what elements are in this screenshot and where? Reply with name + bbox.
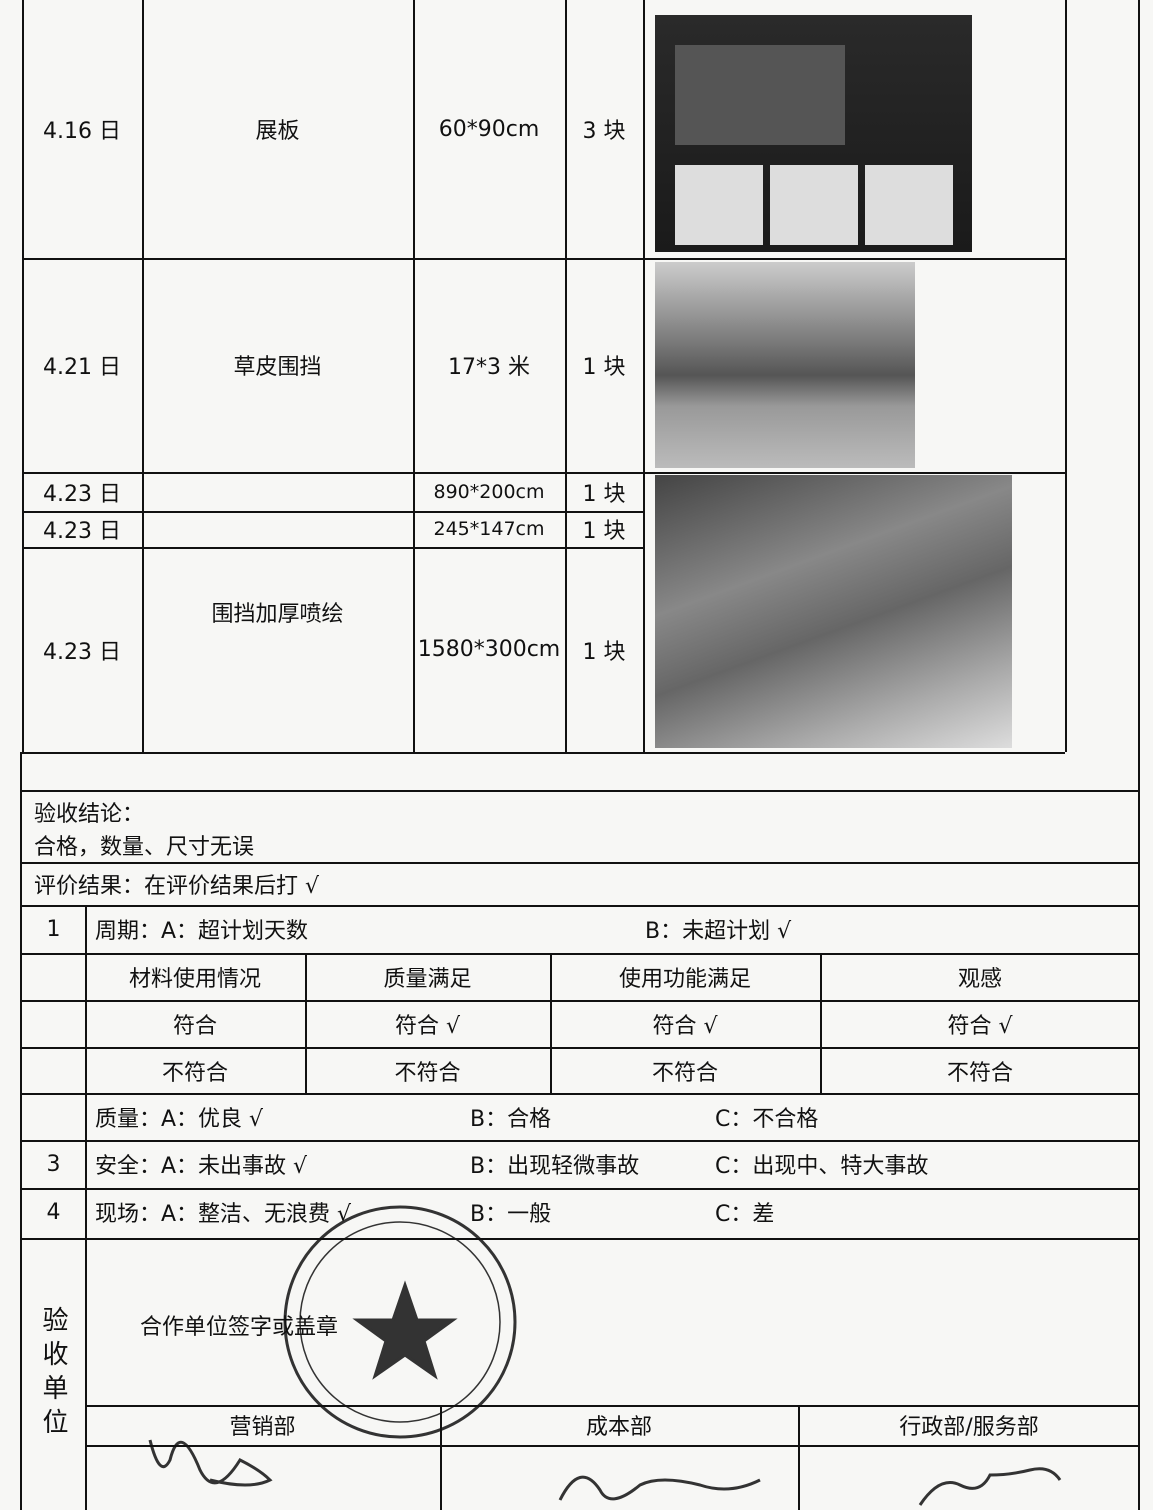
evaluation-note: 评价结果：在评价结果后打 √ bbox=[34, 873, 320, 899]
rule bbox=[142, 0, 144, 752]
rule bbox=[85, 1445, 1140, 1447]
criteria-cell: 质量满足 bbox=[383, 966, 472, 992]
option: 周期：A：超计划天数 bbox=[95, 919, 309, 944]
rule bbox=[20, 1093, 1140, 1095]
rule bbox=[305, 953, 307, 1093]
rule bbox=[22, 511, 643, 513]
rule bbox=[22, 511, 142, 513]
date: 4.23 日 bbox=[43, 519, 121, 544]
rule bbox=[798, 1405, 800, 1510]
item: 围挡加厚喷绘 bbox=[211, 602, 344, 627]
criteria-cell: 不符合 bbox=[946, 1060, 1013, 1086]
rule bbox=[22, 547, 142, 549]
criteria-cell: 符合 bbox=[172, 1013, 217, 1039]
rule bbox=[22, 0, 24, 752]
option: B：未超计划 √ bbox=[645, 919, 792, 944]
size: 245*147cm bbox=[433, 518, 545, 540]
rule bbox=[20, 1188, 1140, 1190]
department: 行政部/服务部 bbox=[899, 1415, 1039, 1440]
criteria-cell: 材料使用情况 bbox=[128, 966, 261, 992]
rule bbox=[20, 1047, 1140, 1049]
criteria-cell: 不符合 bbox=[394, 1060, 461, 1086]
criteria-cell: 观感 bbox=[957, 966, 1002, 992]
row-number: 4 bbox=[46, 1199, 61, 1225]
item: 展板 bbox=[255, 119, 300, 144]
rule bbox=[440, 1405, 442, 1510]
item: 草皮围挡 bbox=[233, 355, 322, 380]
rule bbox=[413, 547, 643, 549]
quantity: 3 块 bbox=[582, 119, 626, 144]
row-number: 1 bbox=[46, 916, 61, 942]
criteria-cell: 不符合 bbox=[651, 1060, 718, 1086]
quantity: 1 块 bbox=[582, 639, 626, 665]
rule bbox=[22, 752, 1065, 754]
date: 4.23 日 bbox=[43, 639, 121, 665]
rule bbox=[20, 1140, 1140, 1142]
rule bbox=[85, 1405, 1140, 1407]
quantity: 1 块 bbox=[582, 355, 626, 380]
row-number: 3 bbox=[46, 1151, 61, 1177]
rule bbox=[1138, 0, 1140, 1510]
option: B：出现轻微事故 bbox=[470, 1154, 640, 1179]
date: 4.21 日 bbox=[43, 355, 121, 380]
criteria-cell: 符合 √ bbox=[947, 1013, 1013, 1039]
rule bbox=[565, 0, 567, 752]
quantity: 1 块 bbox=[582, 481, 626, 507]
rule bbox=[22, 472, 1065, 474]
option: C：差 bbox=[715, 1202, 775, 1227]
size: 17*3 米 bbox=[448, 355, 530, 380]
rule bbox=[20, 1000, 1140, 1002]
rule bbox=[20, 862, 1140, 864]
conclusion: 合格，数量、尺寸无误 bbox=[34, 835, 255, 860]
quantity: 1 块 bbox=[582, 519, 626, 544]
conclusion-label: 验收结论： bbox=[34, 802, 145, 827]
rule bbox=[413, 0, 415, 752]
size: 890*200cm bbox=[433, 480, 545, 503]
option: 安全：A：未出事故 √ bbox=[95, 1154, 308, 1179]
photo-grass-hoarding bbox=[655, 262, 915, 468]
option: 质量：A：优良 √ bbox=[95, 1107, 264, 1132]
rule bbox=[22, 258, 1065, 260]
size: 1580*300cm bbox=[417, 637, 561, 662]
rule bbox=[643, 0, 645, 752]
option: B：合格 bbox=[470, 1107, 552, 1132]
date: 4.16 日 bbox=[43, 119, 121, 144]
rule bbox=[22, 547, 643, 549]
department: 成本部 bbox=[585, 1415, 652, 1440]
option: C：不合格 bbox=[715, 1107, 819, 1132]
rule bbox=[1065, 0, 1067, 752]
size: 60*90cm bbox=[438, 116, 540, 142]
rule bbox=[820, 953, 822, 1093]
photo-display-board bbox=[655, 15, 972, 252]
criteria-cell: 符合 √ bbox=[394, 1013, 460, 1039]
criteria-cell: 使用功能满足 bbox=[618, 966, 751, 992]
rule bbox=[20, 1238, 1140, 1240]
option: 现场：A：整洁、无浪费 √ bbox=[95, 1202, 352, 1227]
rule bbox=[20, 790, 1140, 792]
criteria-cell: 不符合 bbox=[161, 1060, 228, 1086]
rule bbox=[85, 905, 87, 1510]
option: B：一般 bbox=[470, 1202, 552, 1227]
rule bbox=[413, 511, 643, 513]
rule bbox=[550, 953, 552, 1093]
cooperator-sign: 合作单位签字或盖章 bbox=[140, 1315, 339, 1340]
rule bbox=[20, 752, 22, 1510]
rule bbox=[20, 905, 1140, 907]
criteria-cell: 符合 √ bbox=[652, 1013, 718, 1039]
photo-hoarding-print bbox=[655, 475, 1012, 748]
rule bbox=[20, 953, 1140, 955]
option: C：出现中、特大事故 bbox=[715, 1154, 929, 1179]
signoff-label: 验收单位 bbox=[38, 1306, 68, 1442]
department: 营销部 bbox=[229, 1415, 296, 1440]
date: 4.23 日 bbox=[43, 481, 121, 507]
